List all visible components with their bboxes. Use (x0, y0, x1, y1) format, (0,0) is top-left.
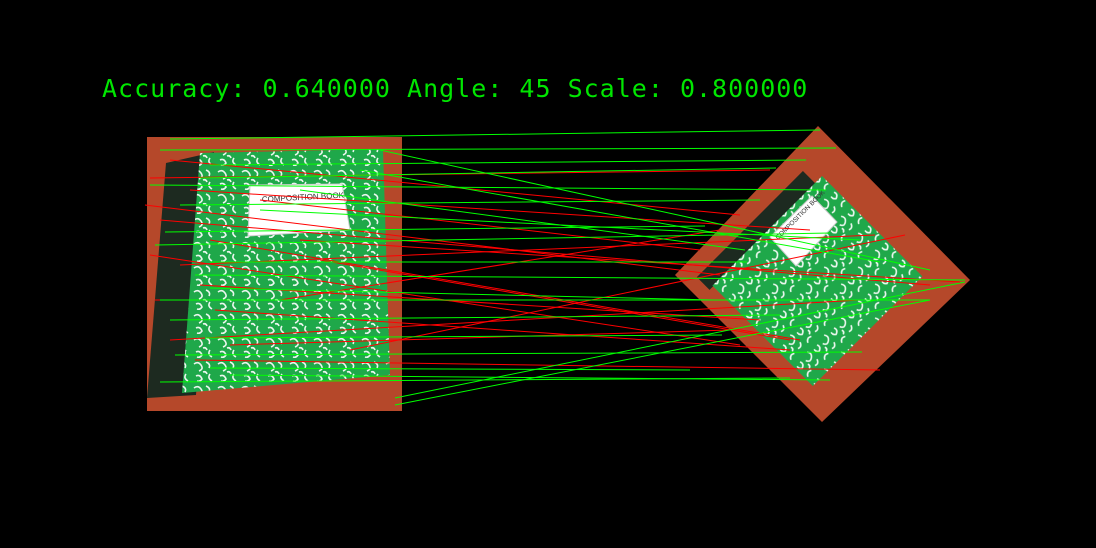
inlier-match-line (174, 351, 863, 356)
outlier-match-line (194, 359, 881, 371)
outlier-match-line (189, 189, 811, 231)
source-image: COMPOSITION BOOK (147, 137, 402, 411)
inlier-match-line (149, 184, 827, 191)
outlier-match-line (179, 234, 876, 266)
inlier-match-line (169, 314, 781, 321)
inlier-match-line (169, 129, 821, 140)
outlier-match-line (229, 329, 731, 346)
outlier-match-line (209, 239, 801, 341)
inlier-match-line (159, 377, 791, 383)
outlier-match-line (299, 239, 961, 283)
inlier-match-line (199, 167, 777, 179)
inlier-match-line (164, 225, 706, 233)
accuracy-label: Accuracy: (102, 74, 247, 103)
inlier-match-line (209, 159, 807, 166)
rotated-notebook-cover (712, 176, 923, 387)
rotated-notebook-label (769, 195, 838, 267)
match-stats-caption: Accuracy: 0.640000 Angle: 45 Scale: 0.80… (102, 74, 808, 103)
inlier-match-line (194, 274, 966, 281)
outlier-match-line (259, 199, 701, 251)
angle-label: Angle: (407, 74, 504, 103)
inlier-match-line (154, 232, 831, 246)
inlier-match-line (229, 374, 831, 381)
outlier-match-line (349, 234, 906, 351)
outlier-match-line (169, 299, 861, 341)
outlier-match-line (279, 229, 721, 301)
inlier-match-line (159, 147, 837, 151)
scale-label: Scale: (567, 74, 664, 103)
inlier-match-line (299, 189, 746, 251)
rotated-notebook-binding (696, 171, 816, 290)
inlier-match-line (259, 209, 861, 241)
inlier-match-line (209, 287, 715, 301)
angle-value: 45 (519, 74, 552, 103)
scale-value: 0.800000 (679, 74, 809, 103)
outlier-match-line (214, 309, 791, 351)
inlier-match-line (394, 299, 931, 406)
inlier-match-line (379, 149, 931, 271)
outlier-match-line (199, 284, 761, 321)
inlier-match-line (394, 281, 966, 399)
feature-match-lines (144, 129, 966, 406)
inlier-match-line (359, 169, 881, 263)
accuracy-value: 0.640000 (262, 74, 391, 103)
inlier-match-line (204, 334, 723, 339)
inlier-match-line (209, 367, 691, 371)
inlier-match-line (179, 199, 761, 206)
